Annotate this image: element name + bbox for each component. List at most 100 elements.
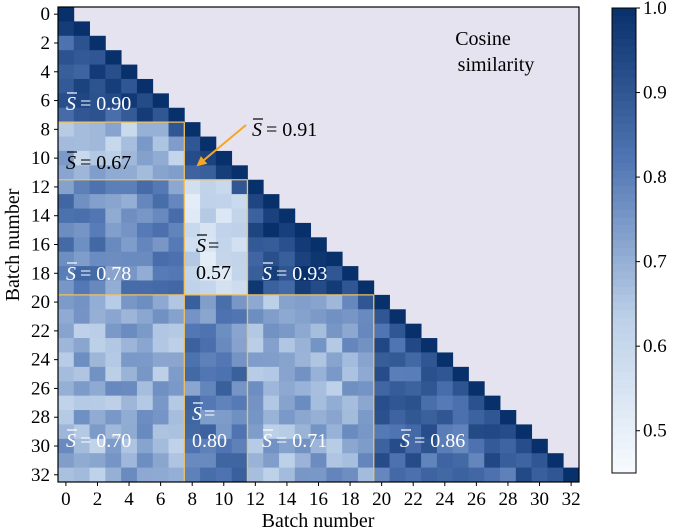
heatmap-cell — [136, 222, 154, 238]
heatmap-cell — [247, 208, 264, 224]
heatmap-cell — [563, 467, 580, 483]
heatmap-cell — [357, 309, 375, 325]
heatmap-cell — [484, 424, 501, 440]
y-tick-label: 24 — [31, 350, 51, 371]
heatmap-cell — [152, 338, 169, 353]
heatmap-cell — [73, 35, 90, 51]
heatmap-cell — [136, 93, 154, 109]
colorbar-segment — [612, 380, 636, 389]
heatmap-cell — [405, 453, 422, 468]
heatmap-cell — [121, 208, 138, 224]
heatmap-cell — [136, 266, 154, 281]
x-tick-label: 6 — [156, 489, 166, 510]
heatmap-cell — [294, 410, 312, 425]
heatmap-cell — [357, 338, 375, 353]
heatmap-cell — [73, 453, 90, 468]
heatmap-cell — [136, 352, 154, 368]
heatmap-cells — [58, 7, 580, 483]
heatmap-cell — [152, 395, 169, 411]
heatmap-cell — [136, 453, 154, 468]
heatmap-cell — [121, 309, 138, 325]
colorbar-segment — [612, 8, 636, 17]
heatmap-cell — [452, 395, 469, 411]
heatmap-cell — [89, 467, 106, 483]
heatmap-cell — [326, 323, 343, 339]
colorbar-segment — [612, 108, 636, 117]
heatmap-cell — [247, 453, 264, 468]
heatmap-cell — [105, 165, 122, 181]
heatmap-cell — [279, 381, 296, 397]
heatmap-cell — [105, 294, 122, 310]
heatmap-cell — [279, 467, 296, 483]
heatmap-cell — [184, 136, 201, 152]
colorbar-segment — [612, 139, 636, 148]
heatmap-cell — [168, 222, 185, 238]
heatmap-cell — [73, 438, 90, 454]
heatmap-cell — [168, 323, 185, 339]
heatmap-cell — [294, 438, 312, 454]
heatmap-cell — [58, 136, 75, 152]
heatmap-cell — [136, 280, 154, 296]
heatmap-cell — [168, 179, 185, 195]
heatmap-cell — [121, 136, 138, 152]
heatmap-cell — [436, 438, 454, 454]
heatmap-cell — [105, 424, 122, 440]
heatmap-cell — [247, 366, 264, 382]
x-tick-label: 2 — [93, 489, 103, 510]
heatmap-cell — [105, 410, 122, 425]
heatmap-cell — [152, 179, 169, 195]
heatmap-cell — [168, 294, 185, 310]
cosine-similarity-note-line2: similarity — [458, 54, 535, 76]
heatmap-cell — [310, 424, 327, 440]
heatmap-cell — [89, 453, 106, 468]
heatmap-cell — [405, 338, 422, 353]
heatmap-cell — [279, 338, 296, 353]
mean-value: = 0.86 — [414, 430, 465, 452]
heatmap-cell — [168, 438, 185, 454]
heatmap-cell — [389, 381, 406, 397]
heatmap-cell — [200, 266, 217, 281]
heatmap-cell — [342, 438, 359, 454]
heatmap-cell — [547, 453, 564, 468]
mean-value: = 0.71 — [276, 430, 327, 452]
block-mean-label: S = 0.57 — [196, 234, 231, 284]
heatmap-cell — [484, 410, 501, 425]
heatmap-cell — [152, 93, 169, 109]
heatmap-cell — [294, 222, 312, 238]
heatmap-cell — [263, 338, 280, 353]
heatmap-cell — [152, 194, 169, 209]
heatmap-cell — [326, 467, 343, 483]
colorbar-segment — [612, 23, 636, 32]
heatmap-cell — [200, 352, 217, 368]
heatmap-cell — [294, 395, 312, 411]
heatmap-cell — [89, 78, 106, 94]
heatmap-cell — [310, 381, 327, 397]
heatmap-cell — [421, 453, 438, 468]
heatmap-cell — [136, 323, 154, 339]
heatmap-cell — [168, 280, 185, 296]
heatmap-cell — [279, 309, 296, 325]
heatmap-cell — [136, 78, 154, 94]
heatmap-cell — [326, 266, 343, 281]
heatmap-cell — [200, 309, 217, 325]
colorbar-segment — [612, 101, 636, 110]
heatmap-cell — [89, 395, 106, 411]
heatmap-cell — [279, 208, 296, 224]
heatmap-cell — [136, 208, 154, 224]
heatmap-cell — [168, 395, 185, 411]
heatmap-cell — [105, 366, 122, 382]
heatmap-cell — [152, 122, 169, 137]
heatmap-cell — [73, 194, 90, 209]
heatmap-cell — [405, 366, 422, 382]
heatmap-cell — [294, 280, 312, 296]
heatmap-cell — [184, 309, 201, 325]
heatmap-cell — [200, 208, 217, 224]
heatmap-cell — [389, 338, 406, 353]
heatmap-cell — [326, 251, 343, 267]
heatmap-cell — [436, 381, 454, 397]
heatmap-cell — [279, 294, 296, 310]
cosine-similarity-note: Cosine — [455, 28, 511, 50]
heatmap-cell — [136, 395, 154, 411]
heatmap-cell — [389, 438, 406, 454]
